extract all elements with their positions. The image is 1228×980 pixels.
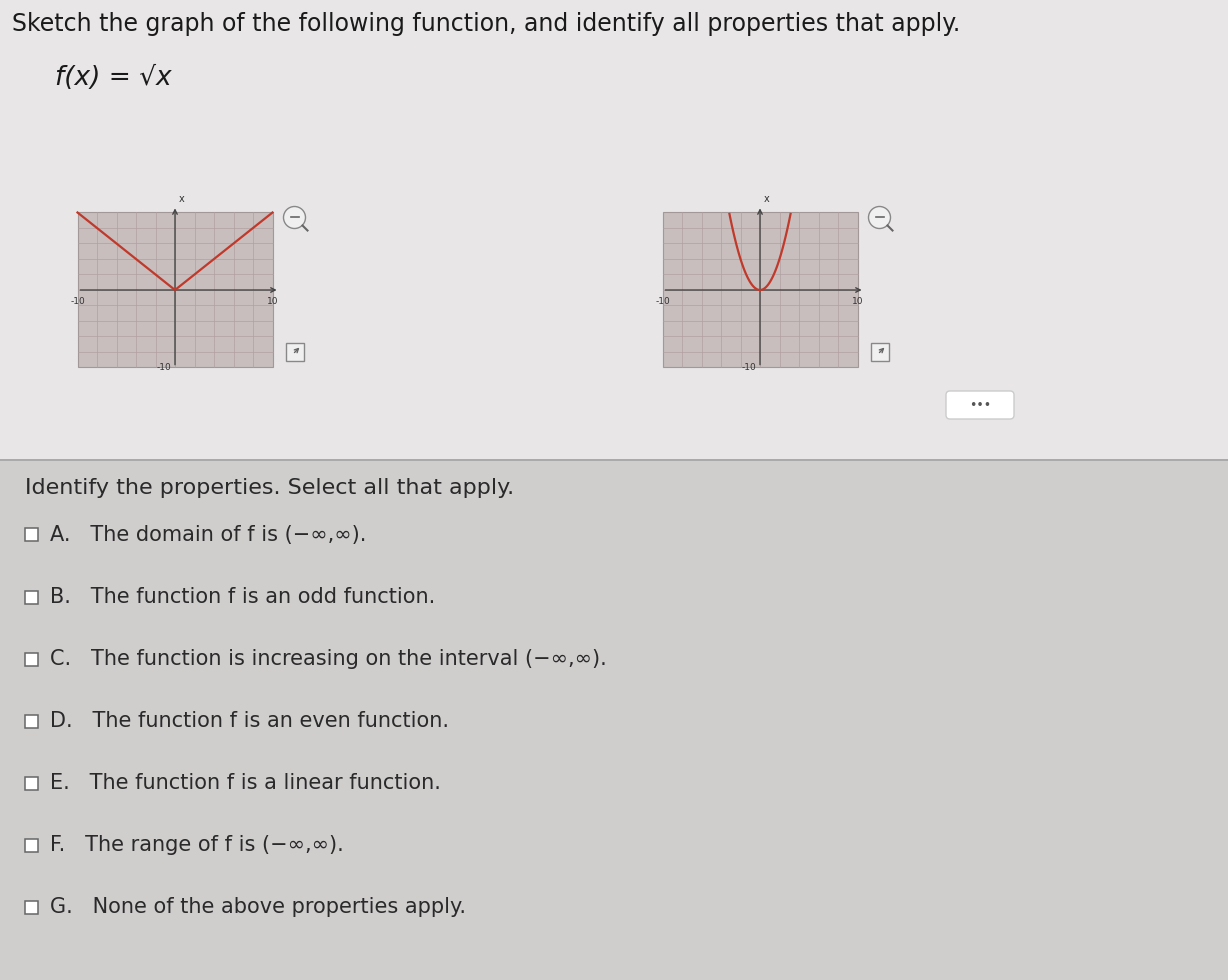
- Text: A.   The domain of f is (−∞,∞).: A. The domain of f is (−∞,∞).: [50, 525, 366, 545]
- Text: -10: -10: [655, 297, 670, 306]
- Bar: [871, 344, 889, 362]
- Bar: [25, 591, 38, 604]
- Text: C.   The function is increasing on the interval (−∞,∞).: C. The function is increasing on the int…: [50, 649, 607, 669]
- Text: f(x) = √x: f(x) = √x: [55, 65, 172, 91]
- Text: 10: 10: [852, 297, 863, 306]
- Bar: [25, 901, 38, 913]
- Bar: [285, 344, 303, 362]
- Bar: [0, 0, 1228, 460]
- Text: -10: -10: [70, 297, 85, 306]
- FancyBboxPatch shape: [946, 391, 1014, 419]
- Bar: [0, 459, 1228, 461]
- Circle shape: [868, 207, 890, 228]
- Text: E.   The function f is a linear function.: E. The function f is a linear function.: [50, 773, 441, 793]
- Text: Sketch the graph of the following function, and identify all properties that app: Sketch the graph of the following functi…: [12, 12, 960, 36]
- Text: -10: -10: [156, 363, 171, 372]
- Text: x: x: [764, 194, 770, 205]
- Bar: [25, 528, 38, 542]
- Bar: [25, 776, 38, 790]
- Text: -10: -10: [742, 363, 756, 372]
- Text: D.   The function f is an even function.: D. The function f is an even function.: [50, 711, 449, 731]
- Bar: [25, 714, 38, 727]
- Circle shape: [284, 207, 306, 228]
- Text: 10: 10: [266, 297, 279, 306]
- Text: x: x: [179, 194, 184, 205]
- Bar: [25, 653, 38, 665]
- Text: B.   The function f is an odd function.: B. The function f is an odd function.: [50, 587, 435, 607]
- Bar: [77, 213, 273, 368]
- Text: Identify the properties. Select all that apply.: Identify the properties. Select all that…: [25, 478, 515, 498]
- Bar: [0, 460, 1228, 980]
- Text: •••: •••: [969, 399, 991, 412]
- Bar: [25, 839, 38, 852]
- Bar: [662, 213, 857, 368]
- Text: F.   The range of f is (−∞,∞).: F. The range of f is (−∞,∞).: [50, 835, 344, 855]
- Text: G.   None of the above properties apply.: G. None of the above properties apply.: [50, 897, 465, 917]
